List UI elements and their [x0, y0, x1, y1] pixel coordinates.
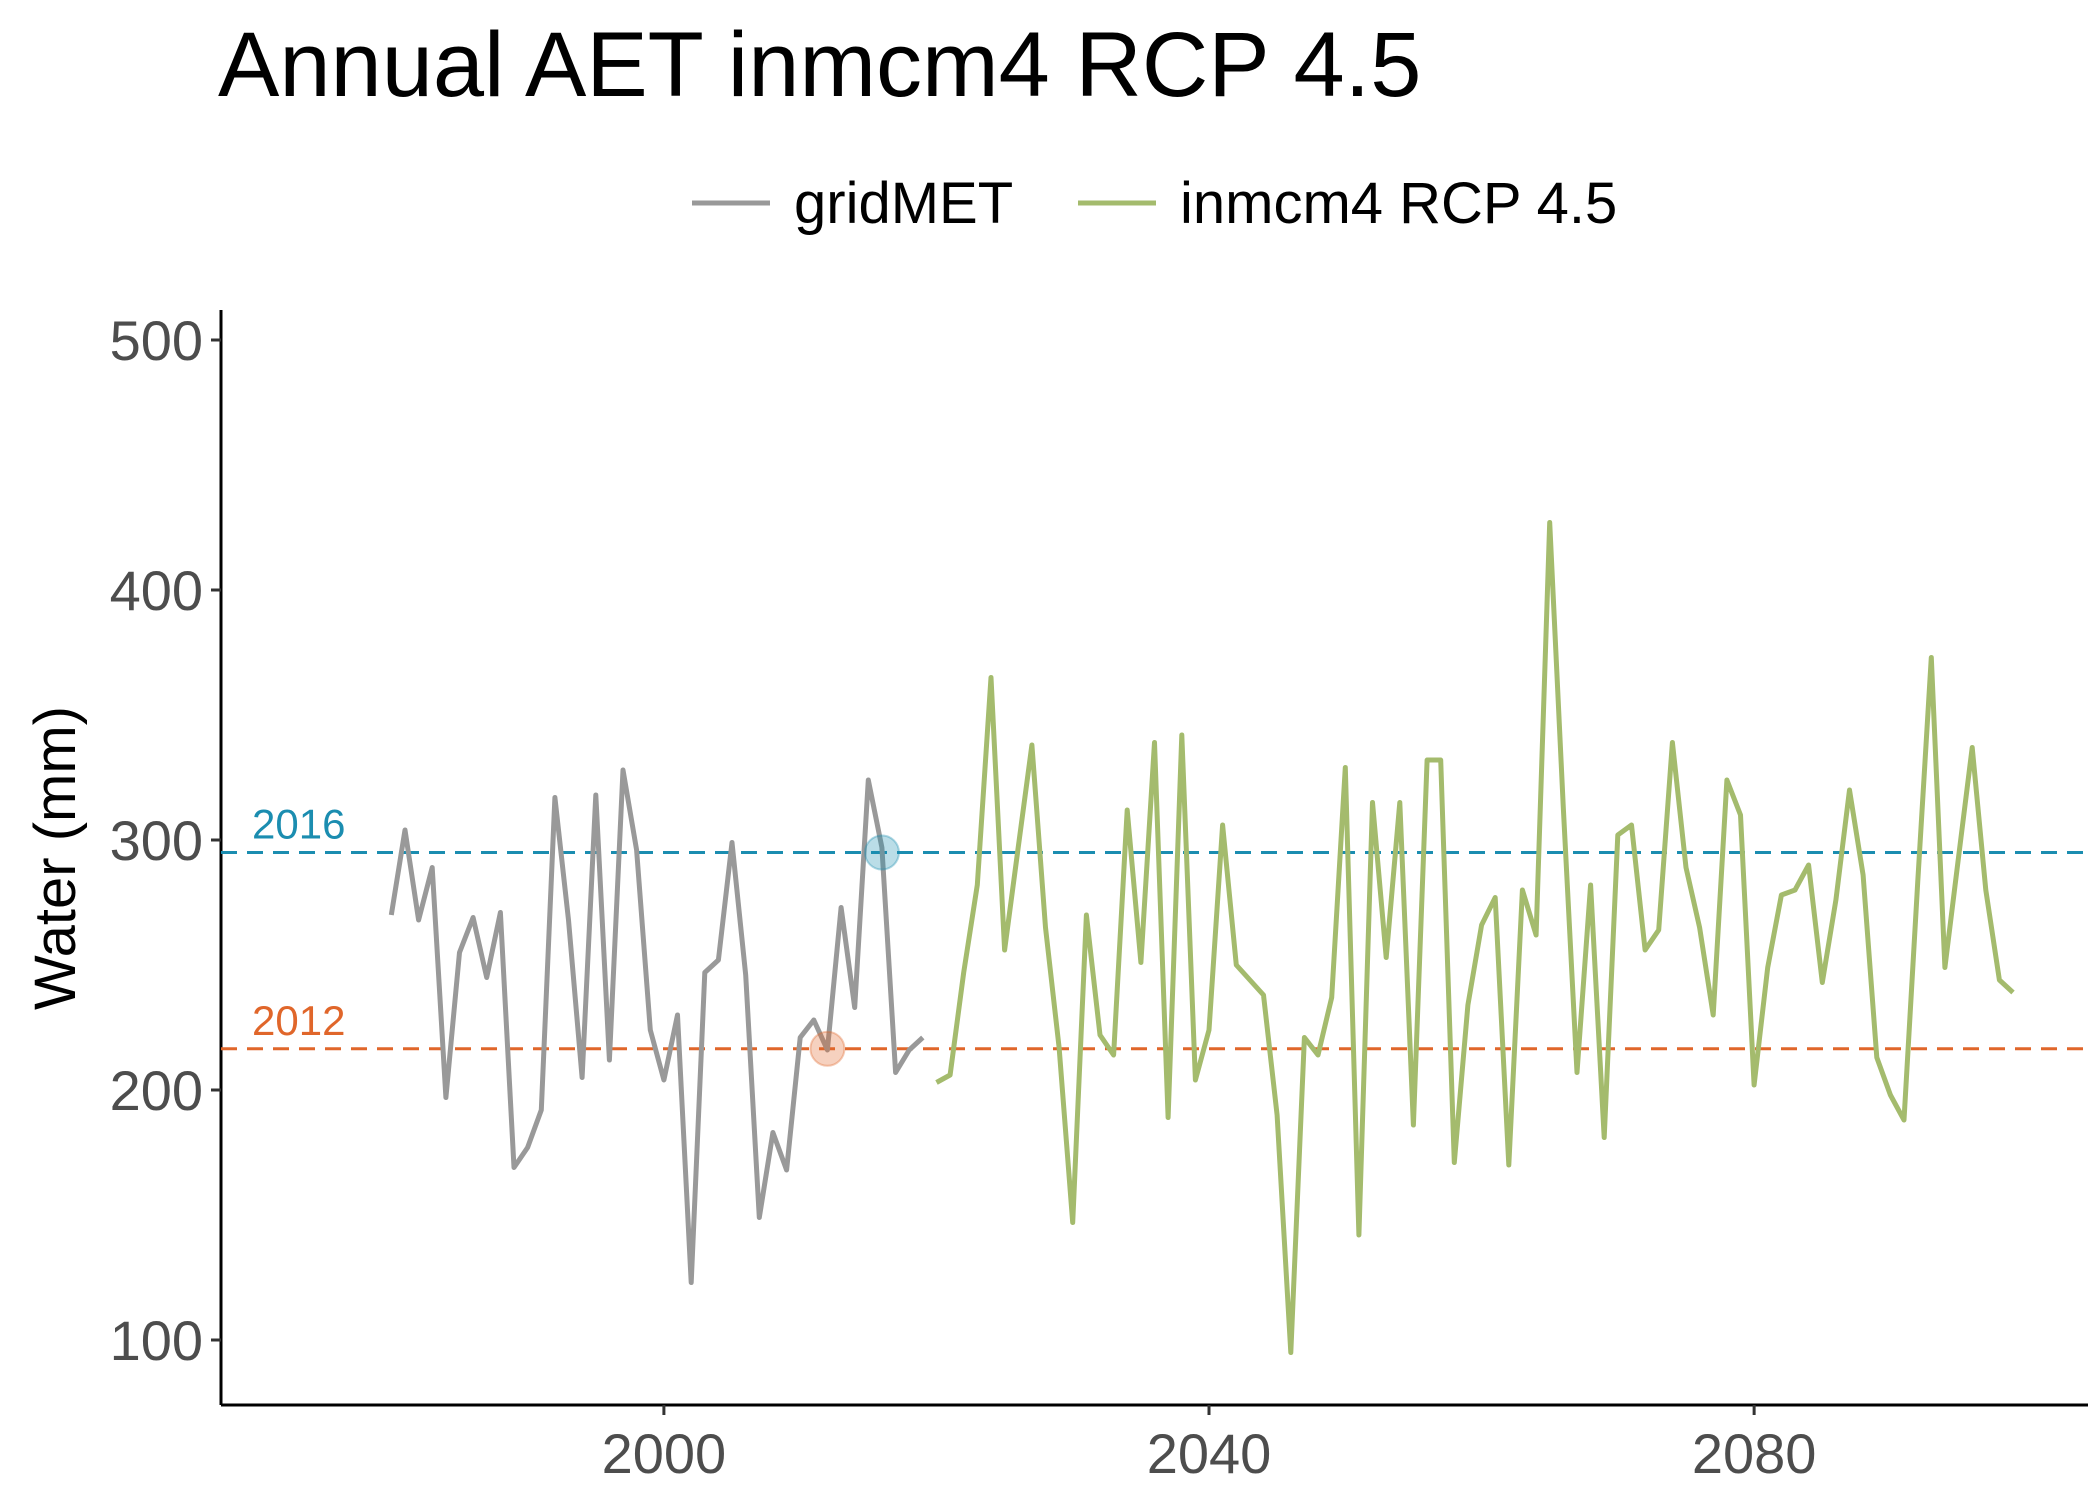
legend-label-inmcm4: inmcm4 RCP 4.5 — [1180, 171, 1617, 236]
plot-area: 100 200 300 400 500 2000 2040 2080 2016 2012 — [110, 309, 2088, 1485]
y-tick-label: 200 — [110, 1059, 203, 1122]
y-tick-label: 500 — [110, 309, 203, 372]
highlight-marker-2016 — [863, 834, 900, 871]
x-tick-label: 2000 — [602, 1422, 727, 1485]
series-line-inmcm4 — [935, 520, 2015, 1355]
highlight-marker-2012 — [809, 1030, 846, 1067]
x-tick-label: 2080 — [1692, 1422, 1817, 1485]
legend: gridMET inmcm4 RCP 4.5 — [692, 171, 1617, 236]
legend-label-gridmet: gridMET — [794, 171, 1013, 236]
chart-title: Annual AET inmcm4 RCP 4.5 — [218, 14, 1421, 116]
reference-label-2012: 2012 — [252, 997, 345, 1044]
y-tick-label: 100 — [110, 1309, 203, 1372]
series-line-gridmet — [388, 767, 925, 1285]
reference-label-2016: 2016 — [252, 801, 345, 848]
y-tick-label: 400 — [110, 559, 203, 622]
y-tick-label: 300 — [110, 809, 203, 872]
x-tick-label: 2040 — [1147, 1422, 1272, 1485]
y-axis-title: Water (mm) — [23, 706, 88, 1010]
